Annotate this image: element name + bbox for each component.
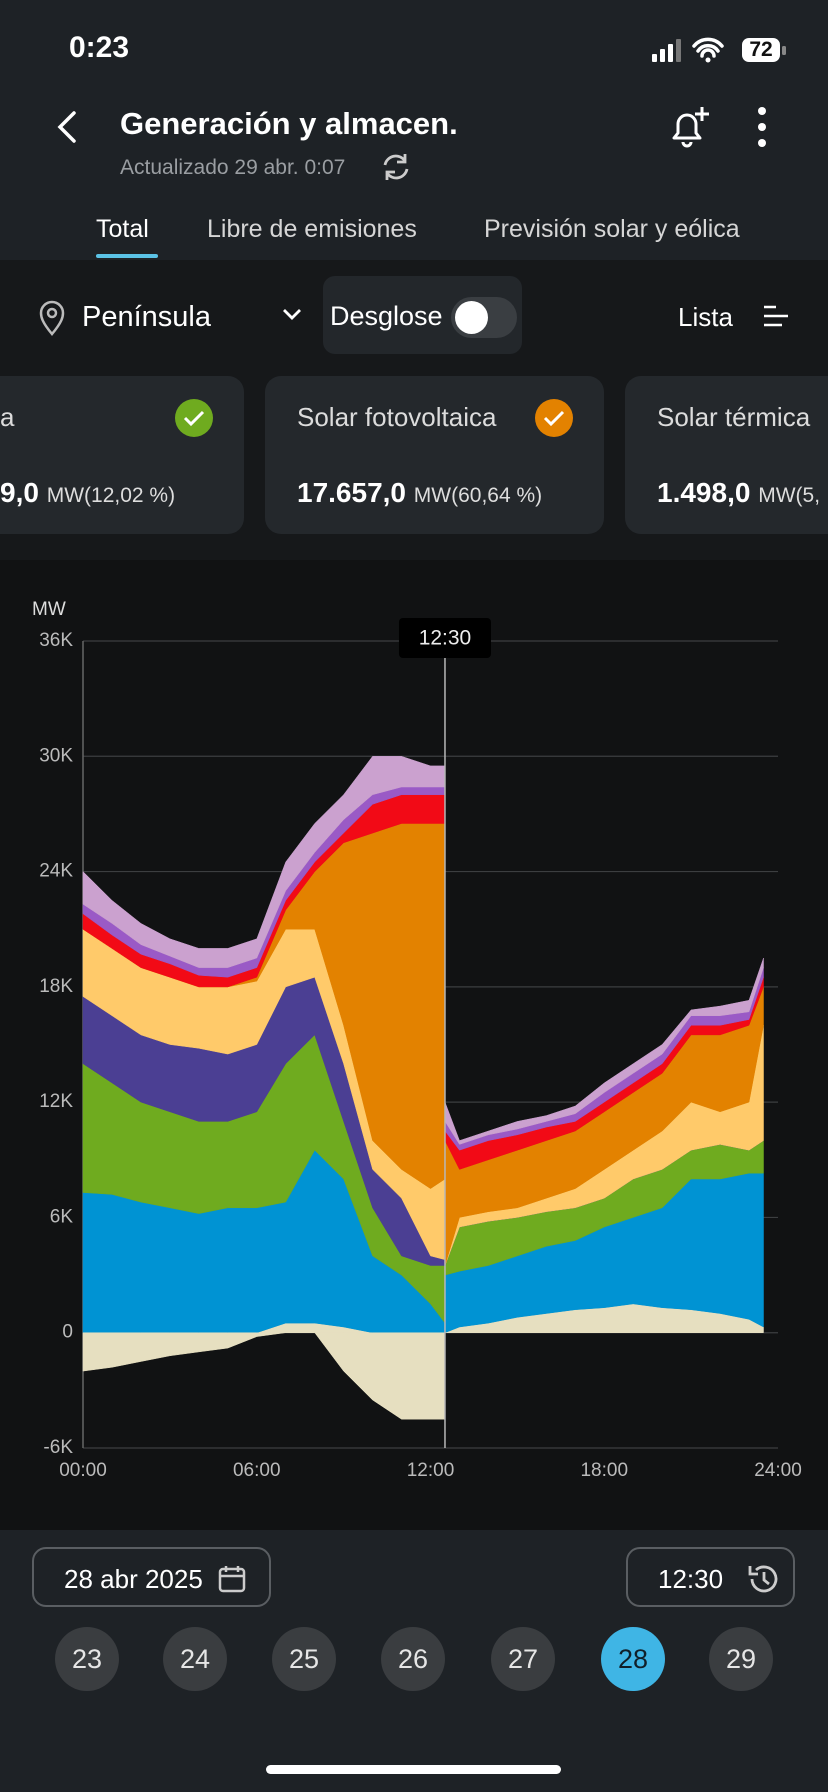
unit: MW	[46, 484, 85, 507]
tab[interactable]: Libre de emisiones	[207, 215, 417, 243]
status-icons	[652, 37, 786, 63]
value: 9,0	[0, 477, 39, 508]
area-layer	[82, 756, 764, 1145]
share: (60,64 %)	[451, 484, 543, 507]
y-tick-label: 24K	[39, 861, 73, 882]
y-tick-label: 12K	[39, 1091, 73, 1112]
day-button[interactable]: 26	[381, 1627, 445, 1691]
page-title: Generación y almacen.	[120, 106, 458, 141]
card-title: Solar térmica	[657, 402, 811, 432]
alert-button[interactable]	[666, 104, 712, 150]
chart: MW -6K 0 6K 12K 18K 24K 30K 36K 00:00 06:00 12:00 1…	[32, 599, 802, 1481]
day-button[interactable]: 29	[709, 1627, 773, 1691]
y-tick-label: 0	[62, 1322, 73, 1343]
value: 1.498,0	[657, 477, 751, 508]
card-value: 17.657,0 MW(60,64 %)	[297, 477, 542, 509]
cursor-label: 12:30	[419, 627, 472, 650]
day-button[interactable]: 28	[601, 1627, 665, 1691]
source-card[interactable]: a 9,0 MW(12,02 %)	[0, 376, 244, 534]
value: 17.657,0	[297, 477, 406, 508]
date-button[interactable]: 28 abr 2025	[32, 1547, 271, 1607]
share: (12,02 %)	[84, 484, 176, 507]
source-card[interactable]: Solar fotovoltaica 17.657,0 MW(60,64 %)	[265, 376, 604, 534]
tab-indicator	[96, 254, 158, 258]
check-icon	[535, 399, 573, 437]
time-text: 12:30	[658, 1564, 724, 1594]
location-icon	[39, 300, 65, 336]
breakdown-toggle[interactable]	[451, 297, 517, 338]
y-tick-label: 6K	[50, 1206, 74, 1227]
card-value: 9,0 MW(12,02 %)	[0, 477, 175, 509]
tab[interactable]: Previsión solar y eólica	[484, 215, 740, 243]
card-title: a	[0, 402, 15, 432]
unit: MW	[413, 484, 452, 507]
dropdown-icon	[283, 309, 301, 320]
tab[interactable]: Total	[96, 215, 149, 243]
battery-level: 72	[749, 38, 773, 61]
day-button[interactable]: 27	[491, 1627, 555, 1691]
home-indicator	[266, 1765, 561, 1774]
card-title: Solar fotovoltaica	[297, 402, 497, 432]
refresh-button[interactable]	[380, 151, 412, 183]
y-tick-label: 36K	[39, 630, 73, 651]
x-tick-label: 06:00	[233, 1460, 281, 1481]
cursor-label-box	[398, 618, 491, 658]
y-tick-label: 18K	[39, 976, 73, 997]
unit: MW	[758, 484, 796, 507]
day-button[interactable]: 23	[55, 1627, 119, 1691]
status-time: 0:23	[69, 31, 130, 64]
list-button[interactable]: Lista	[678, 302, 733, 332]
area-layer	[82, 1332, 764, 1420]
breakdown-label: Desglose	[330, 301, 443, 331]
share: (5,	[795, 484, 821, 507]
y-tick-label: 30K	[39, 745, 73, 766]
back-button[interactable]	[54, 110, 84, 144]
x-tick-label: 24:00	[754, 1460, 802, 1481]
location-select[interactable]: Península	[82, 301, 211, 333]
menu-button[interactable]	[754, 106, 770, 148]
filter-panel: Península Desglose Lista a 9,0 MW(12,02 …	[0, 260, 828, 560]
date-picker: 28 abr 2025 12:30 23 24 25 26 27 28 29	[0, 1530, 828, 1792]
x-tick-label: 00:00	[59, 1460, 107, 1481]
card-value: 1.498,0 MW(5,	[657, 477, 820, 509]
list-icon	[764, 305, 788, 327]
header: 0:23 72 Generación y almacen. Actualizad…	[0, 0, 828, 260]
day-button[interactable]: 25	[272, 1627, 336, 1691]
date-text: 28 abr 2025	[64, 1564, 203, 1594]
source-card[interactable]: Solar térmica 1.498,0 MW(5,	[625, 376, 828, 534]
y-axis-label: MW	[32, 599, 66, 620]
x-tick-label: 12:00	[407, 1460, 455, 1481]
y-tick-label: -6K	[43, 1437, 73, 1458]
time-button[interactable]: 12:30	[626, 1547, 795, 1607]
x-tick-label: 18:00	[580, 1460, 628, 1481]
day-button[interactable]: 24	[163, 1627, 227, 1691]
updated-text: Actualizado 29 abr. 0:07	[120, 156, 346, 179]
check-icon	[175, 399, 213, 437]
